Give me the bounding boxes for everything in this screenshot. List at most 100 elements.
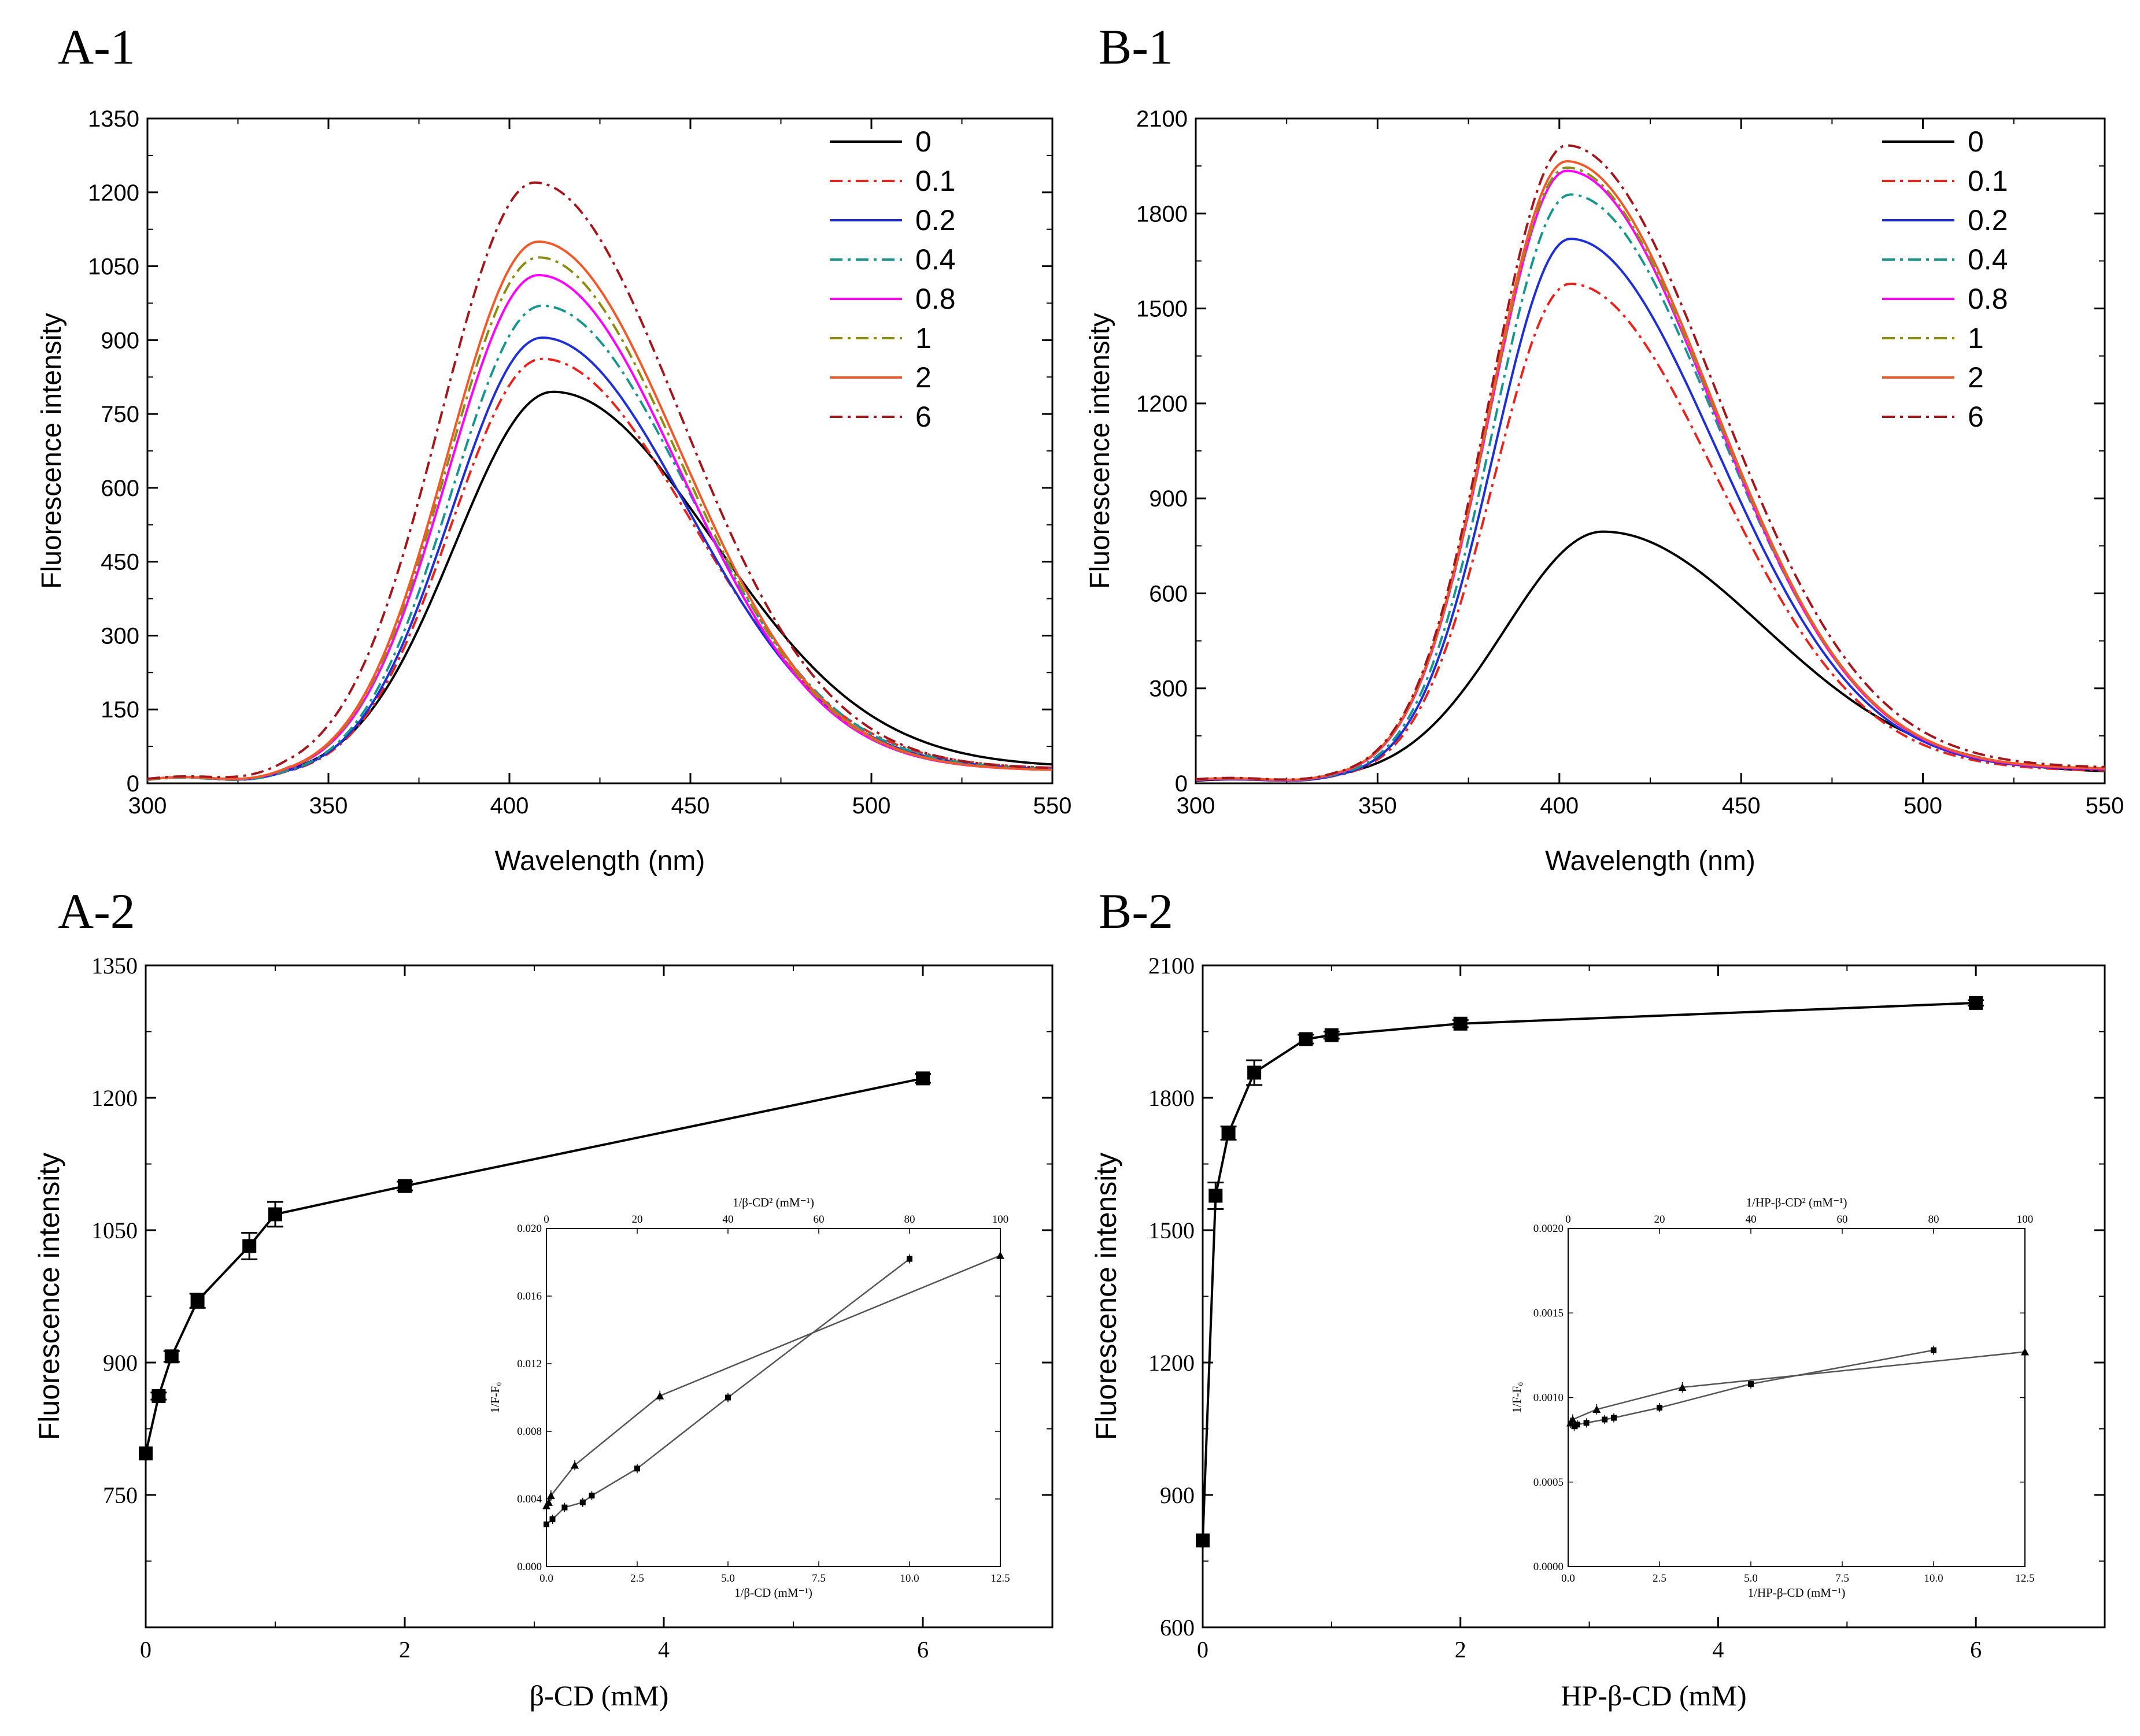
b2-inset-ytick-label: 0.0000 (1533, 1561, 1564, 1573)
b2-ylabel: Fluorescence intensity (1090, 1153, 1122, 1440)
a1-ytick-label: 750 (101, 402, 139, 427)
a2-inset-point-circle (544, 1521, 549, 1527)
b1-xtick-label: 450 (1722, 793, 1761, 819)
a2-inset-ytick-label: 0.016 (517, 1290, 542, 1302)
a1-xtick-label: 300 (128, 793, 167, 819)
b1-legend-label-1: 1 (1968, 322, 1984, 354)
a2-data-point (151, 1389, 166, 1404)
a2-ytick-label: 1050 (91, 1217, 138, 1243)
a1-ytick-label: 600 (101, 476, 139, 501)
b2-data-point (1453, 1016, 1468, 1031)
a2-xlabel: β-CD (mM) (530, 1679, 669, 1712)
b2-inset-point-circle (1583, 1420, 1590, 1426)
a1-legend-label-6: 6 (915, 401, 932, 433)
b2-inset-xtick-label: 0.0 (1561, 1572, 1575, 1585)
b2-inset-ytick-label: 0.0010 (1533, 1392, 1564, 1404)
a2-inset-x2tick-label: 100 (992, 1213, 1009, 1226)
b2-inset-ylabel: 1/F-F₀ (1510, 1382, 1524, 1413)
b1-ylabel: Fluorescence intensity (1085, 313, 1115, 589)
a2-inset-xtick-label: 2.5 (630, 1572, 644, 1585)
b1-ytick-label: 1200 (1136, 391, 1188, 417)
a1-legend-label-0: 0 (915, 125, 932, 158)
a1-series-line-0 (147, 390, 1053, 781)
a2-inset-point-circle (725, 1394, 731, 1401)
a1-xtick-label: 450 (671, 793, 710, 819)
b1-ytick-label: 1800 (1136, 201, 1188, 227)
a1-ytick-label: 0 (127, 771, 139, 797)
b2-data-point (1969, 995, 1983, 1010)
panel-label-a2: A-2 (58, 883, 135, 939)
b1-legend-label-0.1: 0.1 (1968, 165, 2008, 197)
a2-inset-point-triangle (996, 1251, 1004, 1259)
b1-legend-label-0: 0 (1968, 125, 1984, 158)
b2-inset-xtick-label: 5.0 (1744, 1572, 1758, 1585)
b2-inset-point-circle (1611, 1415, 1617, 1421)
b1-legend-label-2: 2 (1968, 361, 1984, 394)
a2-inset-point-triangle (656, 1391, 664, 1400)
a2-data-point (398, 1179, 412, 1193)
b2-ytick-label: 600 (1160, 1615, 1195, 1641)
b2-data-point (1221, 1126, 1236, 1141)
a1-ytick-label: 450 (101, 550, 139, 575)
a2-inset-ytick-label: 0.000 (517, 1561, 542, 1573)
a2-inset-x2tick-label: 80 (904, 1213, 915, 1226)
b2-inset-frame (1568, 1228, 2026, 1567)
a2-ytick-label: 1200 (91, 1085, 138, 1111)
a2-inset-x2tick-label: 20 (632, 1213, 643, 1226)
a2-inset-xtick-label: 7.5 (812, 1572, 826, 1585)
a2-xtick-label: 4 (658, 1637, 670, 1663)
a1-xlabel: Wavelength (nm) (495, 846, 705, 876)
a2-inset-x2tick-label: 0 (544, 1213, 549, 1226)
b2-inset-point-circle (1574, 1422, 1580, 1428)
a1-ytick-label: 300 (101, 623, 139, 649)
b2-data-point (1196, 1533, 1210, 1548)
b2-inset-point-triangle (1592, 1405, 1601, 1413)
b2-xtick-label: 2 (1455, 1637, 1466, 1663)
a1-xtick-label: 550 (1033, 793, 1072, 819)
a1-legend-label-2: 2 (915, 361, 932, 394)
b1-ytick-label: 600 (1149, 581, 1188, 606)
b2-inset-ytick-label: 0.0015 (1533, 1307, 1564, 1319)
panel-label-b2: B-2 (1099, 883, 1173, 939)
b2-xtick-label: 4 (1712, 1637, 1724, 1663)
a2-inset-x2tick-label: 60 (814, 1213, 825, 1226)
b1-xtick-label: 400 (1540, 793, 1579, 819)
a2-inset-ytick-label: 0.008 (517, 1426, 542, 1438)
a2-inset-frame (546, 1228, 1001, 1567)
b2-data-point (1208, 1189, 1223, 1203)
b1-xlabel: Wavelength (nm) (1545, 846, 1755, 876)
a2-data-point (190, 1294, 205, 1308)
a1-xtick-label: 350 (309, 793, 348, 819)
b2-inset-xlabel: 1/HP-β-CD (mM⁻¹) (1748, 1586, 1846, 1600)
a2-inset-point-circle (589, 1493, 595, 1499)
a1-legend-label-0.4: 0.4 (915, 243, 956, 276)
a1-series-line-0.1 (147, 357, 1053, 781)
a2-inset-x2tick-label: 40 (723, 1213, 734, 1226)
b2-inset-point-circle (1748, 1381, 1754, 1387)
a2-inset-ylabel: 1/F-F₀ (488, 1382, 502, 1413)
a1-series-line-0.4 (147, 304, 1053, 782)
b2-inset-point-triangle (1568, 1415, 1577, 1423)
b2-data-point (1247, 1065, 1262, 1080)
a2-inset-point-circle (634, 1465, 640, 1472)
a2-data-point (139, 1446, 153, 1461)
a2-ylabel: Fluorescence intensity (33, 1153, 65, 1440)
b1-ytick-label: 300 (1149, 676, 1188, 702)
a2-ytick-label: 900 (103, 1350, 138, 1376)
a1-legend-label-0.1: 0.1 (915, 165, 956, 197)
a2-inset-point-triangle (546, 1491, 555, 1500)
a2-xtick-label: 6 (917, 1637, 929, 1663)
b1-xtick-label: 550 (2086, 793, 2124, 819)
a1-series-line-6 (147, 181, 1053, 780)
a1-ytick-label: 1050 (88, 254, 139, 280)
b2-inset-point-circle (1931, 1347, 1936, 1353)
a2-ytick-label: 750 (103, 1482, 138, 1508)
b2-inset-ytick-label: 0.0020 (1533, 1223, 1564, 1235)
a1-legend-label-0.2: 0.2 (915, 204, 956, 236)
b2-ytick-label: 1200 (1148, 1350, 1195, 1376)
b2-inset-x2tick-label: 80 (1928, 1213, 1939, 1226)
b1-series-line-2 (1195, 160, 2105, 781)
a1-ytick-label: 1200 (88, 180, 139, 206)
b2-data-point (1324, 1028, 1339, 1042)
b1-xtick-label: 350 (1358, 793, 1397, 819)
